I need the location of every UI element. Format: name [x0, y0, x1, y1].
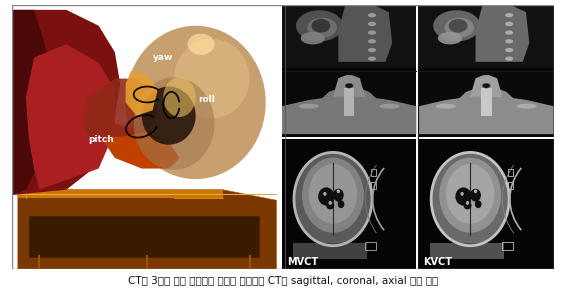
- Bar: [371, 169, 376, 176]
- Polygon shape: [470, 75, 503, 97]
- Polygon shape: [26, 44, 115, 190]
- Ellipse shape: [329, 201, 332, 205]
- Bar: [508, 169, 513, 176]
- Ellipse shape: [164, 77, 196, 117]
- Ellipse shape: [446, 164, 494, 224]
- Ellipse shape: [345, 83, 353, 88]
- Ellipse shape: [460, 192, 464, 196]
- Ellipse shape: [475, 200, 482, 208]
- Text: pitch: pitch: [88, 135, 114, 144]
- Ellipse shape: [307, 18, 337, 38]
- Ellipse shape: [368, 30, 376, 35]
- Bar: [419, 140, 554, 269]
- Polygon shape: [29, 216, 260, 258]
- Text: yaw: yaw: [153, 53, 173, 62]
- Bar: [419, 6, 554, 68]
- Ellipse shape: [126, 26, 265, 179]
- Ellipse shape: [464, 202, 471, 209]
- Bar: [419, 72, 554, 134]
- Ellipse shape: [333, 189, 344, 202]
- Polygon shape: [475, 6, 529, 62]
- Ellipse shape: [302, 157, 364, 233]
- Ellipse shape: [505, 57, 513, 61]
- Text: MVCT: MVCT: [288, 257, 319, 267]
- Bar: [508, 182, 513, 189]
- Polygon shape: [419, 88, 554, 134]
- Ellipse shape: [445, 18, 474, 38]
- Ellipse shape: [368, 48, 376, 52]
- Ellipse shape: [368, 57, 376, 61]
- Ellipse shape: [505, 13, 513, 17]
- Ellipse shape: [294, 152, 372, 246]
- Polygon shape: [18, 190, 276, 269]
- Bar: [481, 88, 492, 116]
- Bar: [365, 242, 376, 250]
- Bar: [344, 88, 354, 116]
- Ellipse shape: [309, 164, 357, 224]
- Polygon shape: [126, 71, 158, 116]
- Polygon shape: [12, 10, 53, 195]
- Ellipse shape: [368, 22, 376, 26]
- Ellipse shape: [431, 152, 509, 246]
- Polygon shape: [18, 190, 222, 198]
- Ellipse shape: [517, 104, 537, 109]
- Ellipse shape: [439, 157, 501, 233]
- Ellipse shape: [438, 32, 462, 44]
- Polygon shape: [282, 88, 417, 134]
- Ellipse shape: [338, 200, 344, 208]
- Ellipse shape: [174, 39, 250, 118]
- Ellipse shape: [299, 104, 319, 109]
- Polygon shape: [104, 123, 179, 168]
- Bar: [371, 182, 376, 189]
- Polygon shape: [12, 10, 120, 195]
- Ellipse shape: [482, 83, 490, 88]
- Ellipse shape: [449, 19, 468, 33]
- Ellipse shape: [505, 39, 513, 43]
- Ellipse shape: [368, 39, 376, 43]
- Ellipse shape: [311, 19, 331, 33]
- Ellipse shape: [436, 104, 456, 109]
- Ellipse shape: [505, 30, 513, 35]
- Ellipse shape: [368, 13, 376, 17]
- Ellipse shape: [326, 202, 335, 209]
- Ellipse shape: [379, 104, 400, 109]
- Ellipse shape: [142, 87, 196, 145]
- Ellipse shape: [134, 77, 215, 170]
- Ellipse shape: [318, 187, 335, 206]
- Polygon shape: [338, 6, 392, 62]
- Ellipse shape: [296, 10, 343, 41]
- Ellipse shape: [456, 187, 471, 206]
- Bar: [282, 5, 417, 137]
- Ellipse shape: [433, 10, 481, 41]
- Ellipse shape: [301, 32, 325, 44]
- Text: KVCT: KVCT: [423, 257, 452, 267]
- Bar: [293, 243, 367, 259]
- Ellipse shape: [323, 192, 327, 196]
- Bar: [282, 6, 417, 68]
- Ellipse shape: [470, 189, 481, 202]
- Bar: [430, 243, 504, 259]
- Text: CT의 3차원 볼륨 렌더링한 영상과 비교대상 CT의 sagittal, coronal, axial 단층 영상: CT의 3차원 볼륨 렌더링한 영상과 비교대상 CT의 sagittal, c…: [128, 276, 438, 286]
- Bar: [503, 242, 513, 250]
- Ellipse shape: [187, 34, 215, 55]
- Ellipse shape: [505, 22, 513, 26]
- Polygon shape: [333, 75, 365, 97]
- Ellipse shape: [466, 201, 469, 205]
- Bar: [282, 140, 417, 269]
- Ellipse shape: [337, 189, 340, 193]
- Bar: [282, 72, 417, 134]
- Text: roll: roll: [198, 95, 215, 104]
- Bar: [419, 5, 554, 137]
- Polygon shape: [83, 79, 158, 137]
- Ellipse shape: [474, 189, 477, 193]
- Ellipse shape: [505, 48, 513, 52]
